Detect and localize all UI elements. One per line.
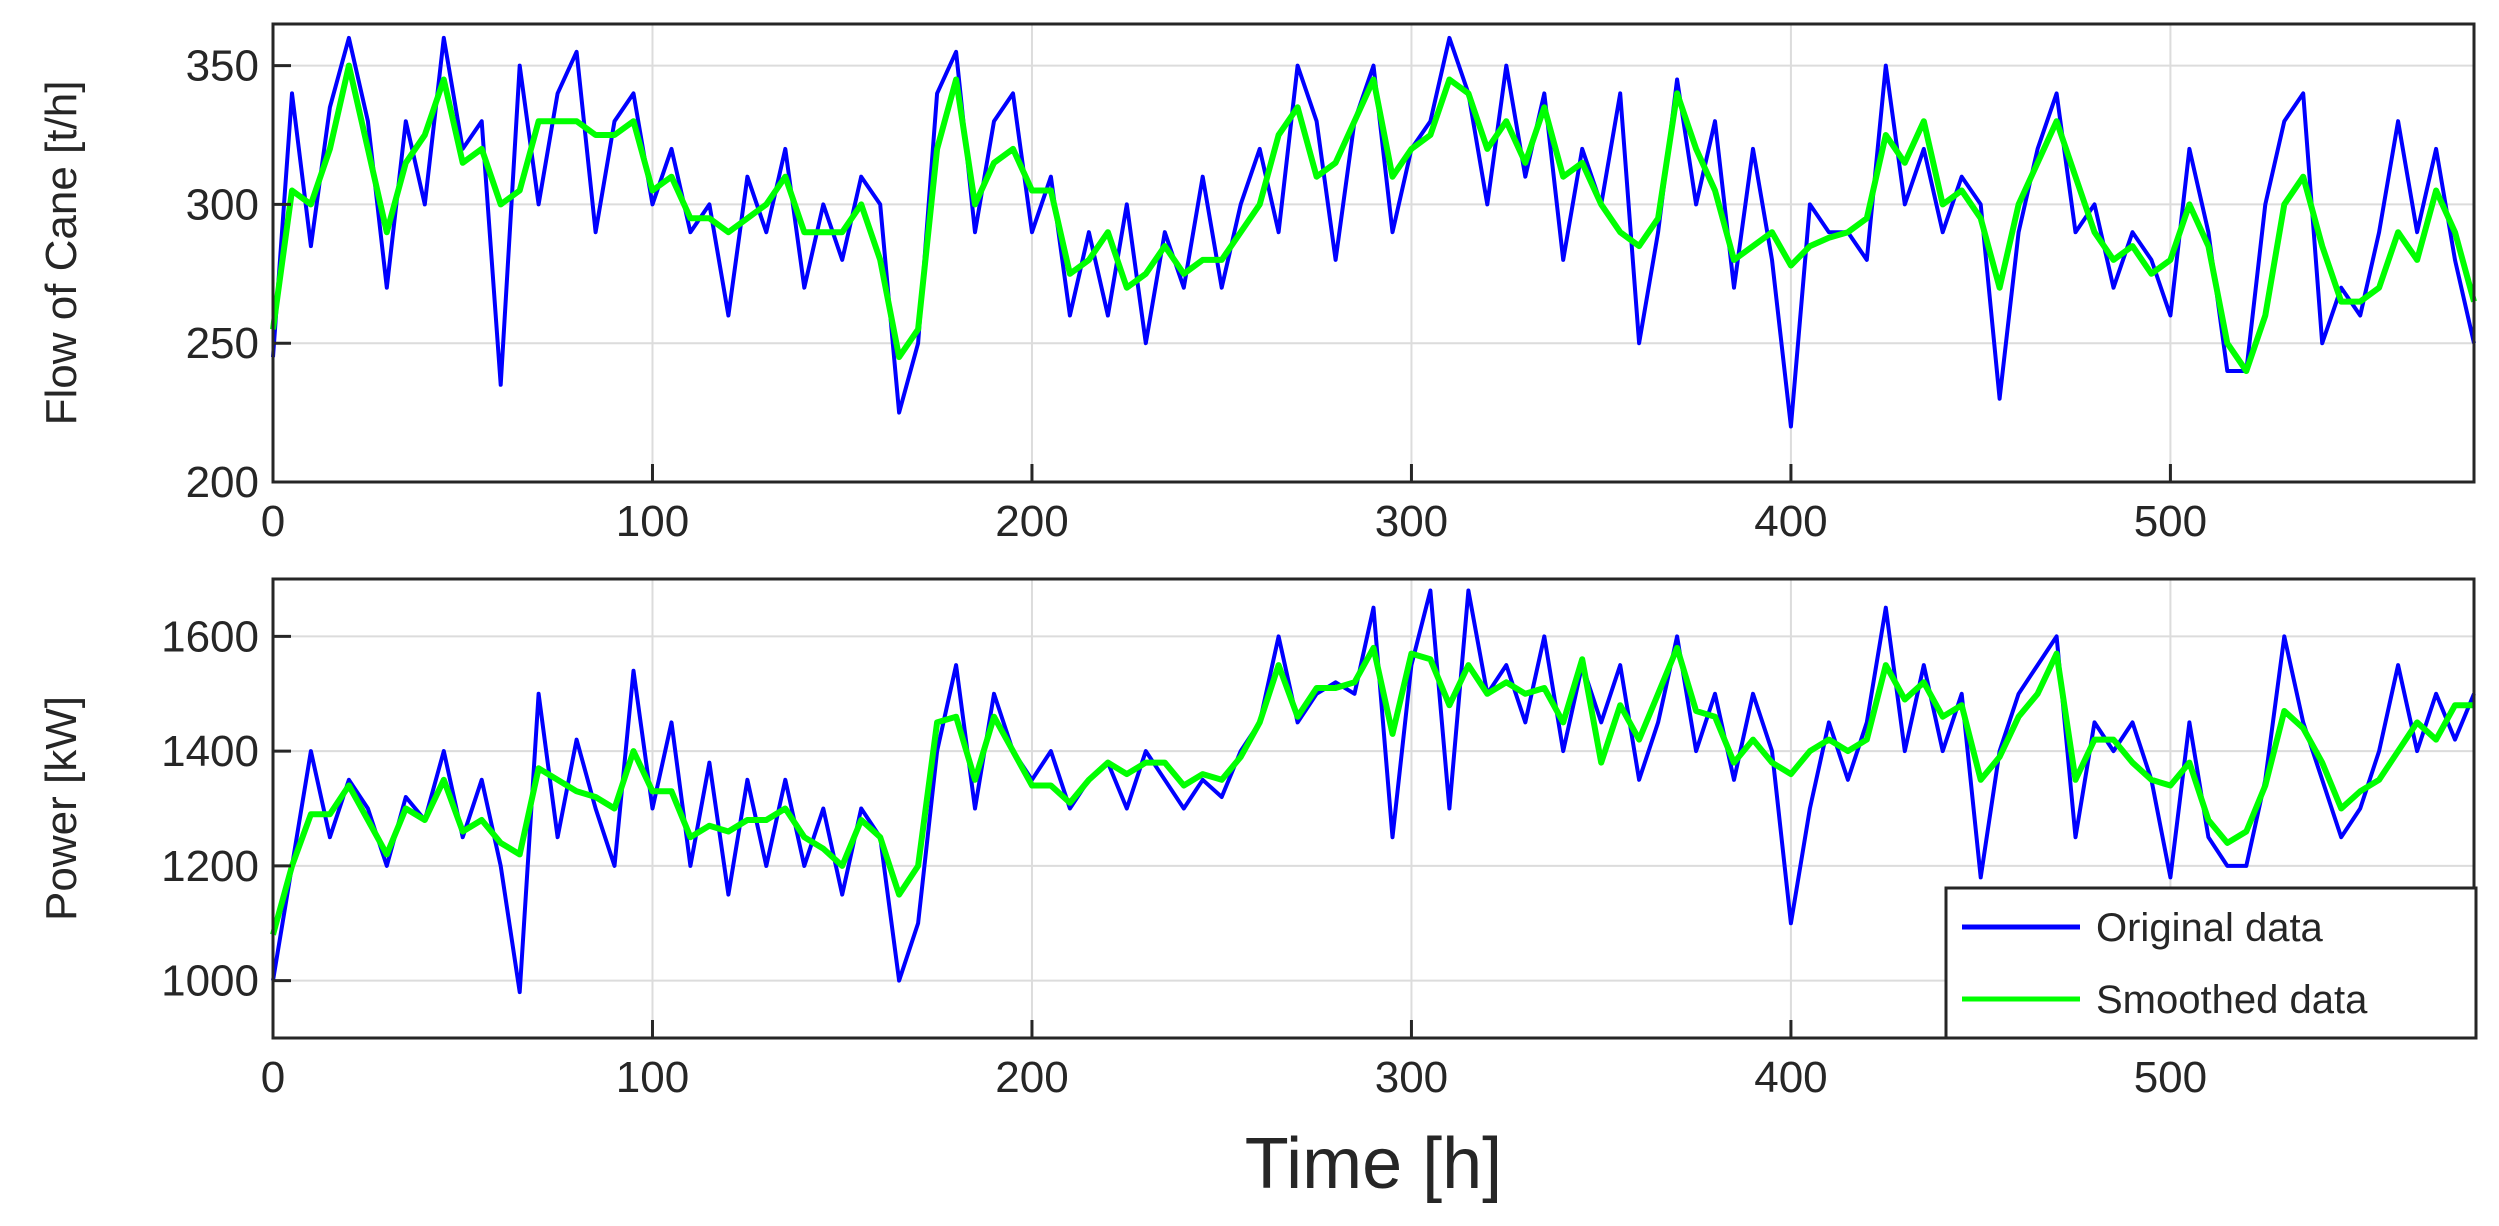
top-plot-xtick-label: 0 (261, 497, 285, 546)
top-plot-ytick-label: 350 (186, 42, 259, 91)
top-plot-xtick-label: 400 (1754, 497, 1827, 546)
top-plot-series-smoothed (270, 62, 2477, 374)
top-plot-xtick-label: 500 (2134, 497, 2207, 546)
power-plot: 0 100 200 300 400 500 1000 1200 1400 1600 Power [… (37, 577, 2478, 1204)
bottom-plot-xtick-label: 100 (616, 1053, 689, 1102)
bottom-plot-xlabel: Time [h] (1245, 1124, 1502, 1204)
bottom-plot-ticks: 0 100 200 300 400 500 1000 1200 1400 1600 (161, 612, 2207, 1102)
top-plot-xtick-label: 200 (995, 497, 1068, 546)
bottom-plot-axes-box (271, 577, 2476, 1040)
legend: Original data Smoothed data (1944, 886, 2478, 1040)
top-plot-series (270, 35, 2477, 429)
top-plot-ytick-label: 300 (186, 180, 259, 229)
bottom-plot-ytick-label: 1000 (161, 957, 259, 1006)
bottom-plot-xtick-label: 400 (1754, 1053, 1827, 1102)
bottom-plot-ytick-label: 1600 (161, 612, 259, 661)
bottom-plot-ytick-label: 1200 (161, 842, 259, 891)
bottom-plot-series (270, 588, 2476, 995)
bottom-plot-xtick-label: 500 (2134, 1053, 2207, 1102)
top-plot-axes-box (271, 22, 2476, 484)
top-plot-ticks: 0 100 200 300 400 500 200 250 300 350 (186, 42, 2208, 546)
top-plot-ylabel: Flow of Cane [t/h] (37, 81, 86, 426)
top-plot-ytick-label: 200 (186, 458, 259, 507)
bottom-plot-xtick-label: 0 (261, 1053, 285, 1102)
bottom-plot-series-smoothed (270, 644, 2474, 936)
top-plot-ytick-label: 250 (186, 319, 259, 368)
top-plot-xtick-label: 100 (616, 497, 689, 546)
bottom-plot-ytick-label: 1400 (161, 727, 259, 776)
bottom-plot-xtick-label: 200 (995, 1053, 1068, 1102)
legend-box (1944, 886, 2478, 1040)
legend-label-original: Original data (2096, 906, 2324, 950)
legend-label-smoothed: Smoothed data (2096, 978, 2368, 1022)
flow-of-cane-plot: 0 100 200 300 400 500 200 250 300 350 Flow of Can… (37, 22, 2477, 546)
top-plot-xtick-label: 300 (1375, 497, 1448, 546)
bottom-plot-xtick-label: 300 (1375, 1053, 1448, 1102)
top-plot-series-original (271, 35, 2476, 429)
bottom-plot-ylabel: Power [kW] (37, 696, 86, 921)
